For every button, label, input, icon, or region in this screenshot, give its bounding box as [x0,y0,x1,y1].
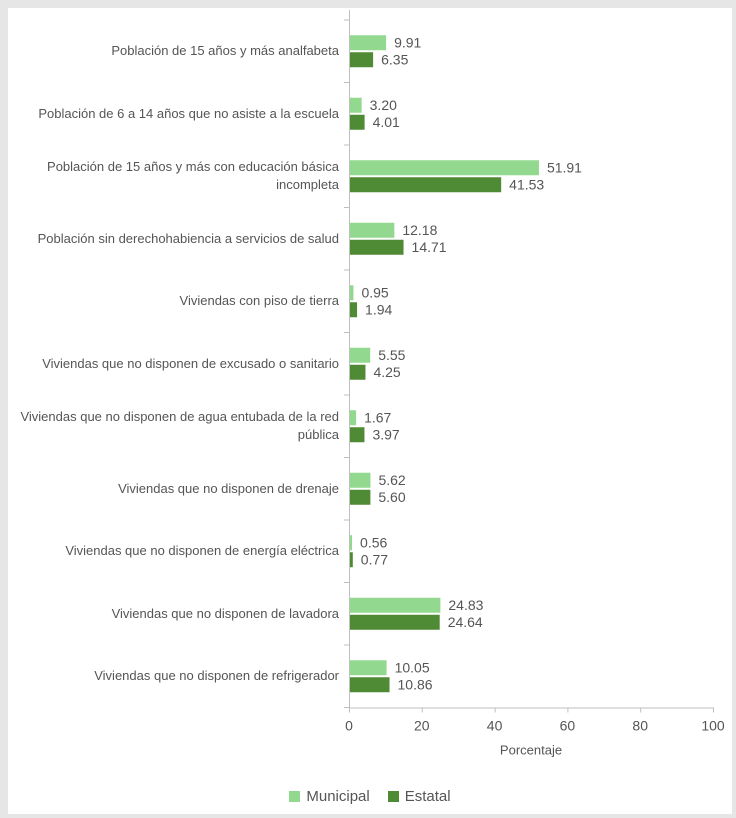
data-label-estatal: 5.60 [378,489,405,505]
data-label-municipal: 9.91 [394,34,421,50]
category-label: Viviendas que no disponen de drenaje [118,480,339,496]
data-label-estatal: 24.64 [448,614,483,630]
bar-municipal [350,222,395,238]
data-label-municipal: 5.62 [378,472,405,488]
data-label-estatal: 10.86 [398,676,433,692]
data-label-municipal: 0.56 [360,534,387,550]
x-tick-label: 40 [487,718,503,734]
bar-estatal [350,552,353,568]
category-label: Viviendas que no disponen de refrigerado… [94,668,339,684]
category-label: Viviendas que no disponen de lavadora [111,605,339,621]
data-label-municipal: 51.91 [547,159,582,175]
x-tick-label: 60 [560,718,576,734]
bar-municipal [350,472,371,488]
bar-municipal [350,285,354,301]
category-label: Población de 15 años y más analfabeta [111,43,339,59]
bar-municipal [350,535,353,551]
chart-panel: 0 20 40 60 80 100 Porcentaje 9.91 6.35 3.20 4.01 51… [8,8,732,814]
bar-municipal [350,160,539,176]
legend-swatch-municipal [289,791,301,802]
bar-municipal [350,35,387,51]
legend-label-estatal: Estatal [404,788,451,805]
bar-municipal [350,660,387,676]
bar-municipal [350,597,441,613]
data-label-estatal: 4.25 [373,364,400,380]
x-tick-label: 100 [701,718,725,734]
bar-estatal [350,302,358,318]
data-label-estatal: 3.97 [372,426,399,442]
bar-estatal [350,364,366,380]
category-label: Viviendas con piso de tierra [179,293,339,309]
bar-estatal [350,489,371,505]
data-label-estatal: 14.71 [412,239,447,255]
bar-estatal [350,614,440,630]
bar-municipal [350,97,362,113]
data-label-estatal: 0.77 [361,551,388,567]
bar-municipal [350,347,371,363]
x-tick-label: 20 [414,718,430,734]
bar-estatal [350,52,374,68]
legend-item-municipal: Municipal [289,788,370,805]
category-label: Viviendas que no disponen de excusado o … [42,355,339,371]
data-label-estatal: 41.53 [509,176,544,192]
category-label: Viviendas que no disponen de energía elé… [65,543,339,559]
x-axis-title: Porcentaje [500,743,562,758]
legend-item-estatal: Estatal [387,788,451,805]
bar-estatal [350,677,390,693]
bar-estatal [350,177,502,193]
bar-estatal [350,427,365,443]
bar-chart: 0 20 40 60 80 100 Porcentaje 9.916.35 3.204.01 51… [344,10,725,758]
bar-estatal [350,114,365,130]
bar-municipal [350,410,357,426]
data-label-municipal: 5.55 [378,347,405,363]
data-label-municipal: 1.67 [364,409,391,425]
data-label-municipal: 3.20 [370,97,397,113]
x-tick-label: 80 [632,718,648,734]
category-label: Viviendas que no disponen de agua entuba… [20,409,339,443]
data-label-estatal: 1.94 [365,301,392,317]
bar-estatal [350,239,404,255]
category-label: Población de 15 años y más con educación… [47,159,339,193]
data-label-municipal: 24.83 [448,597,483,613]
legend: Municipal Estatal [8,788,732,805]
category-label: Población sin derechohabiencia a servici… [37,230,339,246]
category-label: Población de 6 a 14 años que no asiste a… [38,105,339,121]
data-label-estatal: 4.01 [373,114,400,130]
legend-label-municipal: Municipal [306,788,370,805]
data-label-municipal: 10.05 [395,659,430,675]
data-label-municipal: 12.18 [402,222,437,238]
data-label-estatal: 6.35 [381,51,408,67]
legend-swatch-estatal [387,791,399,802]
x-tick-label: 0 [345,718,353,734]
data-label-municipal: 0.95 [361,284,388,300]
